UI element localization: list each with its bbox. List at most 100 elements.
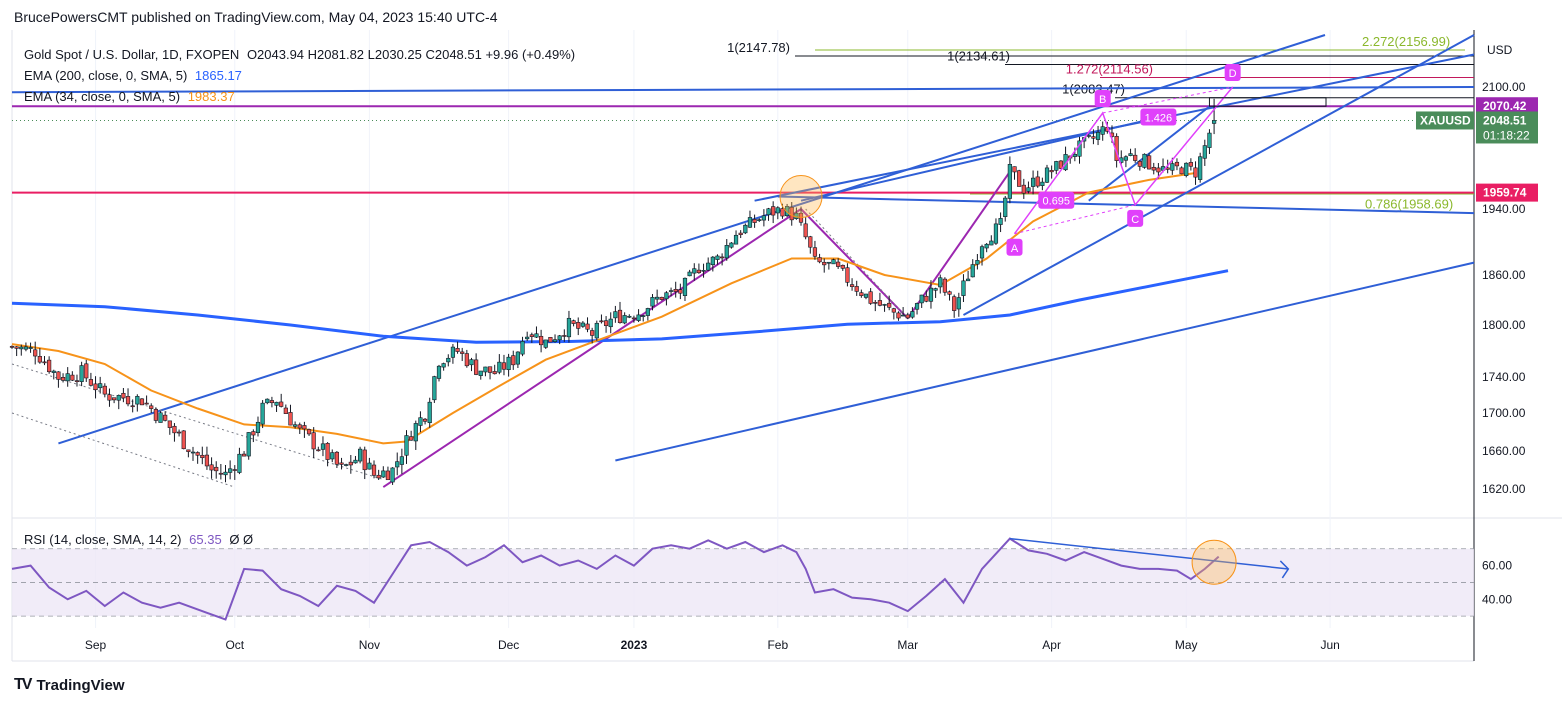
harmonic-ratio-label: 1.426 (1145, 113, 1173, 125)
candle-body (144, 402, 149, 405)
candle-body (241, 453, 247, 457)
legend-ema34-value: 1983.37 (187, 89, 235, 104)
candle-body (914, 303, 920, 310)
candle-body (195, 452, 200, 456)
candle-body (228, 468, 233, 473)
candle-body (1003, 197, 1008, 217)
candle-body (1170, 163, 1175, 171)
harmonic-ratio-badge (1038, 191, 1075, 209)
legend-ohlc: O2043.94 H2081.82 L2030.25 C2048.51 +9.9… (246, 47, 576, 62)
candle-body (418, 417, 423, 426)
candle-body (966, 278, 971, 282)
candle-body (376, 474, 381, 479)
candle-body (37, 356, 42, 363)
candle-body (585, 323, 590, 330)
price-tick-label: 1620.00 (1482, 482, 1526, 496)
candle-body (1198, 156, 1203, 180)
candle-body (492, 371, 497, 375)
candle-body (529, 334, 534, 337)
candle-body (678, 289, 683, 294)
candle-body (121, 392, 126, 399)
candle-body (1133, 154, 1138, 161)
candle-body (246, 432, 251, 457)
candle-body (422, 418, 428, 422)
candle-body (1077, 140, 1082, 157)
candle-body (279, 401, 284, 407)
candle-body (854, 286, 859, 292)
legend-symbol[interactable]: Gold Spot / U.S. Dollar, 1D, FXOPEN (24, 47, 240, 62)
candle-body (845, 267, 850, 283)
candle-body (450, 346, 456, 358)
candle-body (887, 302, 892, 308)
candle-body (255, 421, 261, 434)
harmonic-point-label: C (1131, 214, 1139, 226)
candle-body (330, 452, 335, 460)
candle-body (98, 383, 103, 389)
candle-body (237, 453, 242, 473)
candle-body (1184, 162, 1189, 176)
candle-body (204, 454, 210, 467)
legend-rsi-row[interactable]: RSI (14, close, SMA, 14, 2) 65.35 Ø Ø (24, 532, 253, 547)
candle-body (849, 284, 855, 287)
fib-level-label: 2.272(2156.99) (1362, 34, 1450, 49)
candle-body (1123, 156, 1129, 161)
legend-rsi-extra: Ø Ø (229, 532, 254, 547)
harmonic-point-label: D (1229, 68, 1237, 80)
candle-body (399, 456, 404, 465)
candle-body (116, 394, 121, 401)
candle-body (1040, 181, 1045, 186)
trend-line (615, 261, 1475, 462)
trend-line (800, 113, 1173, 202)
candle-body (251, 431, 256, 436)
candle-body (952, 296, 957, 311)
candle-body (130, 405, 135, 408)
candle-body (696, 269, 702, 274)
candle-body (1211, 120, 1217, 124)
candle-body (891, 308, 896, 313)
candle-body (613, 311, 618, 319)
legend-ema200-row[interactable]: EMA (200, close, 0, SMA, 5) 1865.17 (24, 68, 242, 83)
candle-body (84, 363, 89, 379)
time-axis-label: Feb (767, 638, 788, 652)
tradingview-brand[interactable]: TV TradingView (14, 676, 125, 694)
candle-body (863, 293, 869, 298)
candle-body (729, 242, 734, 248)
candle-body (404, 435, 409, 456)
candle-body (664, 292, 669, 300)
candle-body (413, 423, 418, 442)
candle-body (265, 398, 270, 404)
candle-body (1174, 161, 1180, 167)
price-tick-label: 1940.00 (1482, 202, 1526, 216)
candle-body (1202, 145, 1207, 159)
harmonic-point-label: B (1099, 94, 1106, 106)
candle-body (158, 412, 163, 423)
main-pane-bg (12, 30, 1474, 518)
candle-body (348, 461, 353, 466)
candle-body (761, 215, 766, 221)
dotted-trend-line (11, 412, 235, 488)
symbol-tag-label: XAUUSD (1420, 113, 1471, 127)
trend-line (11, 86, 1475, 94)
candle-body (209, 464, 214, 471)
candle-body (293, 424, 298, 427)
candle-body (478, 370, 483, 376)
brand-label: TradingView (36, 676, 125, 694)
candle-body (311, 432, 316, 450)
legend-ema34-row[interactable]: EMA (34, close, 0, SMA, 5) 1983.37 (24, 89, 235, 104)
candle-body (74, 380, 80, 382)
ema200-line (11, 269, 1229, 344)
candle-body (1156, 167, 1161, 173)
candle-body (998, 218, 1003, 225)
candle-body (1054, 161, 1059, 171)
trend-line (962, 34, 1475, 316)
candle-body (938, 277, 943, 288)
candle-body (970, 264, 975, 278)
candle-body (112, 397, 117, 401)
candle-body (715, 255, 720, 260)
candle-body (23, 346, 29, 350)
candle-body (989, 240, 994, 246)
candle-body (655, 296, 660, 300)
candle-body (125, 396, 131, 405)
candle-body (432, 376, 437, 401)
